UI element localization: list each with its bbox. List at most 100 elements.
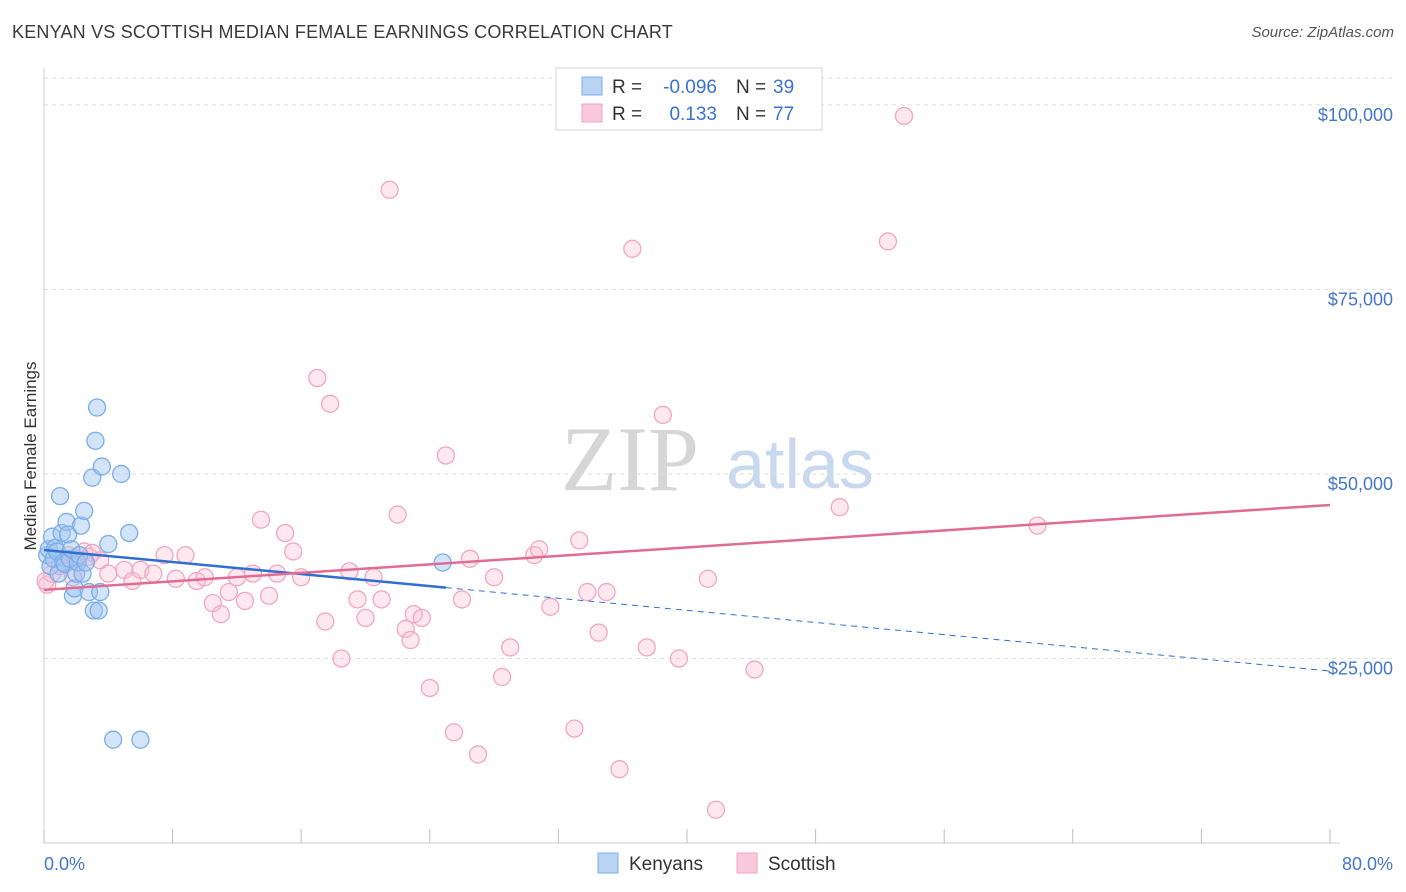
- kenyans-point: [86, 431, 105, 450]
- kenyans-point: [76, 553, 95, 572]
- stats-legend-swatch-scottish: [581, 103, 603, 123]
- kenyans-point: [92, 457, 112, 476]
- scottish-point: [525, 545, 544, 565]
- scottish-point: [243, 564, 263, 583]
- scottish-point: [401, 630, 420, 650]
- scottish-point: [275, 523, 295, 543]
- stats-n-value-scottish: 77: [773, 104, 794, 125]
- y-tick-label-0: $25,000: [1328, 658, 1393, 678]
- stats-n-label-scottish: N =: [736, 104, 766, 125]
- stats-legend-swatch-kenyans: [581, 76, 603, 96]
- x-ticks: [43, 829, 1331, 843]
- scottish-point: [484, 568, 504, 587]
- scottish-point: [565, 719, 584, 738]
- scottish-point: [698, 569, 718, 588]
- scottish-point: [144, 564, 163, 583]
- scottish-point: [176, 545, 195, 565]
- kenyans-trend-line: [43, 548, 446, 589]
- scottish-point: [436, 446, 456, 465]
- stats-r-value-kenyans: -0.096: [663, 77, 717, 98]
- legend-swatch-kenyans: [597, 852, 619, 874]
- kenyans-point: [89, 601, 108, 620]
- scottish-point: [99, 564, 118, 583]
- scottish-point: [211, 605, 230, 624]
- scottish-point: [332, 649, 351, 668]
- scottish-point: [589, 623, 608, 642]
- y-tick-label-1: $50,000: [1328, 474, 1393, 494]
- scottish-point: [637, 638, 656, 657]
- stats-legend: R = -0.096 N = 39 R = 0.133 N = 77: [555, 67, 823, 131]
- kenyans-point: [75, 501, 94, 521]
- scottish-point: [219, 582, 239, 602]
- kenyans-point: [91, 582, 110, 602]
- scottish-point: [492, 667, 512, 687]
- scottish-point: [166, 569, 185, 588]
- kenyans-point: [131, 730, 150, 749]
- kenyans-point: [52, 523, 71, 543]
- stats-r-label-kenyans: R =: [612, 77, 642, 98]
- scottish-point: [460, 549, 480, 568]
- stats-r-value-scottish: 0.133: [669, 104, 717, 125]
- kenyans-point: [120, 523, 139, 543]
- axes: [43, 68, 1340, 844]
- kenyans-point: [49, 564, 68, 583]
- scottish-point: [316, 612, 335, 631]
- legend-label-kenyans: Kenyans: [629, 854, 703, 875]
- y-tick-label-3: $100,000: [1318, 105, 1393, 125]
- scottish-point: [364, 568, 383, 587]
- legend-swatch-scottish: [736, 852, 758, 874]
- kenyans-point: [58, 525, 78, 544]
- scottish-point: [356, 608, 375, 628]
- scottish-point: [468, 745, 488, 764]
- kenyans-trend-extension: [445, 587, 1331, 672]
- stats-n-label-kenyans: N =: [736, 77, 766, 98]
- scottish-point: [251, 510, 271, 529]
- kenyans-point: [99, 534, 118, 554]
- scottish-point: [235, 591, 255, 611]
- scottish-point: [444, 723, 464, 742]
- scottish-point: [372, 590, 391, 609]
- scottish-trend-line: [43, 503, 1331, 592]
- scottish-point: [308, 368, 327, 388]
- scottish-point: [878, 232, 898, 251]
- chart-title: KENYAN VS SCOTTISH MEDIAN FEMALE EARNING…: [12, 22, 673, 42]
- x-tick-label-max: 80.0%: [1342, 854, 1393, 874]
- scottish-point: [745, 660, 764, 679]
- kenyans-point: [50, 486, 70, 506]
- y-tick-label-2: $75,000: [1328, 289, 1393, 309]
- kenyans-point: [71, 516, 91, 535]
- bottom-legend: Kenyans Scottish: [597, 852, 836, 875]
- scottish-point: [669, 649, 689, 668]
- scottish-point: [578, 582, 597, 602]
- scottish-point: [570, 531, 589, 550]
- scottish-point: [195, 568, 214, 587]
- scottish-point: [348, 590, 367, 609]
- scottish-point: [597, 582, 616, 602]
- y-axis-title: Median Female Earnings: [21, 362, 40, 551]
- scottish-point: [501, 638, 520, 657]
- kenyans-point: [73, 564, 92, 583]
- scottish-point: [259, 586, 279, 605]
- y-tick-labels: $25,000 $50,000 $75,000 $100,000: [1318, 105, 1393, 679]
- scottish-point: [155, 545, 174, 565]
- kenyans-point: [84, 601, 103, 620]
- legend-label-scottish: Scottish: [768, 854, 836, 875]
- source-label: Source: ZipAtlas.com: [1251, 24, 1394, 41]
- scottish-point: [653, 405, 673, 425]
- scottish-point: [541, 597, 560, 616]
- scottish-points: [36, 106, 1047, 819]
- scottish-point: [894, 106, 914, 126]
- scottish-point: [284, 542, 303, 561]
- scottish-point: [623, 239, 642, 258]
- scottish-point: [452, 590, 472, 609]
- watermark: ZIP atlas: [561, 408, 874, 510]
- x-tick-label-min: 0.0%: [44, 854, 85, 874]
- stats-r-label-scottish: R =: [612, 104, 642, 125]
- scottish-point: [529, 540, 549, 559]
- scottish-point: [320, 394, 340, 413]
- kenyans-points: [38, 398, 452, 749]
- watermark-zip: ZIP: [561, 408, 699, 510]
- scottish-point: [380, 180, 399, 199]
- scottish-point: [830, 498, 849, 517]
